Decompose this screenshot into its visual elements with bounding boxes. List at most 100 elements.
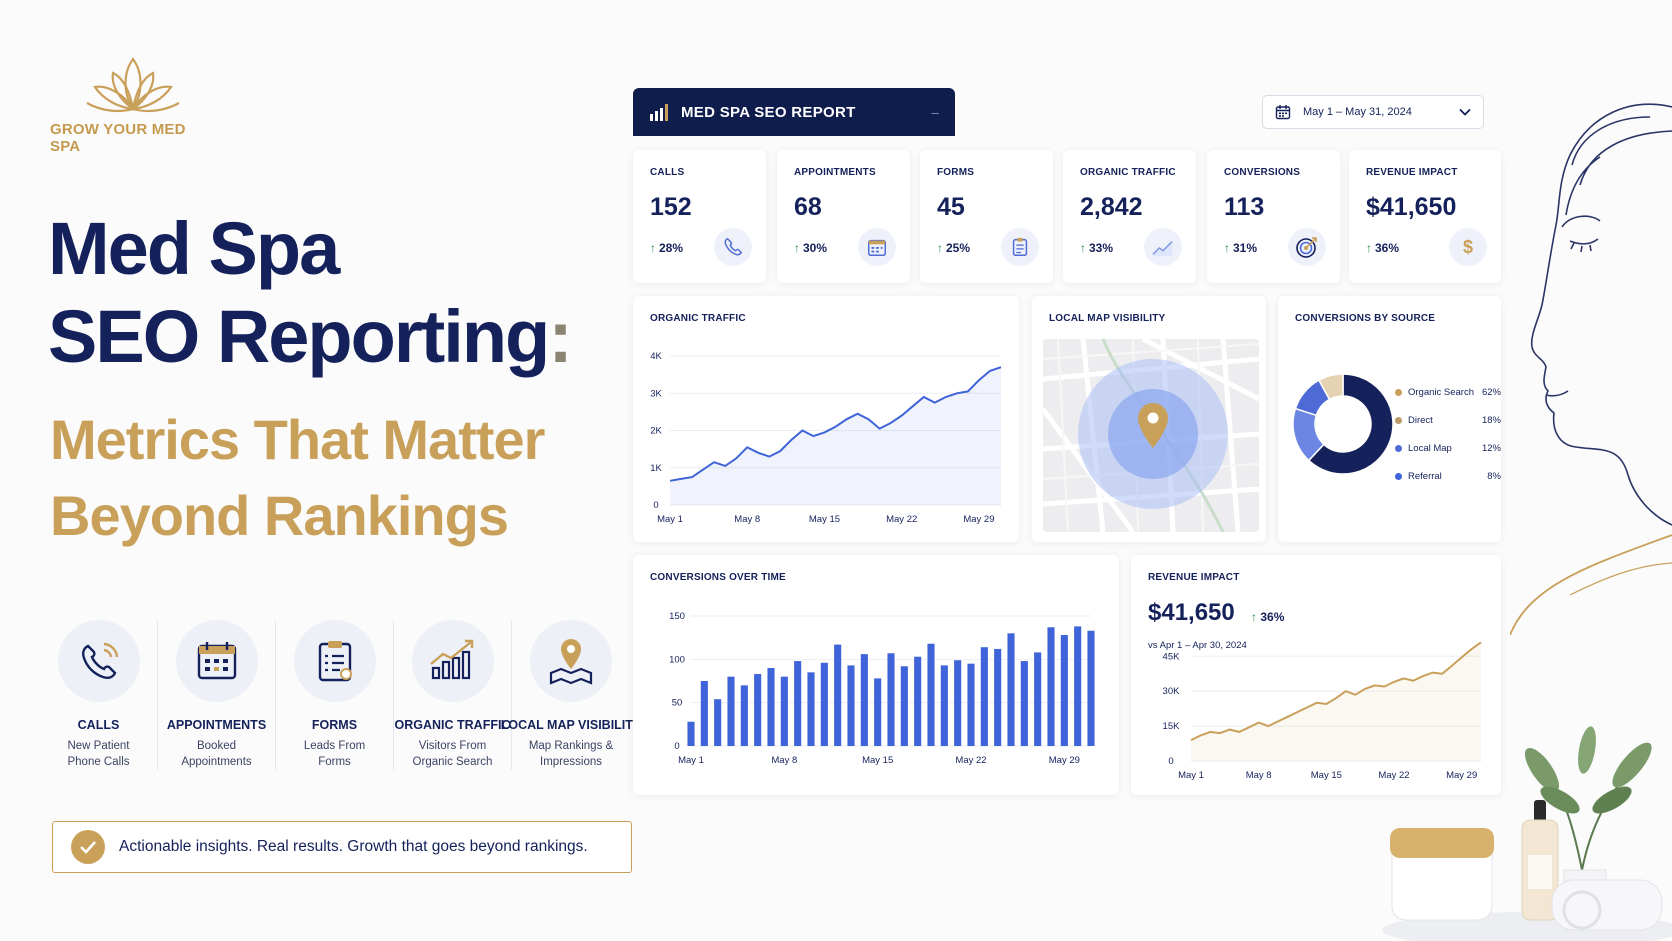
arrow-up-icon: ↑ — [650, 241, 656, 255]
area-fill — [1191, 642, 1481, 761]
map-pin-icon — [530, 620, 612, 702]
kpi-label: CALLS — [650, 167, 685, 178]
donut-slice — [1307, 373, 1394, 475]
kpi-value: 113 — [1224, 193, 1265, 221]
kpi-card-revenue: REVENUE IMPACT $41,650 ↑ 36% $ — [1349, 150, 1501, 283]
bar — [1074, 626, 1082, 746]
organic-traffic-chart: 0 1K 2K 3K 4K May 1 May 8 May 15 May 22 May 29 — [650, 351, 1002, 525]
y-tick-label: 0 — [1168, 756, 1173, 767]
bar — [794, 661, 802, 746]
brand-name: GROW YOUR MED SPA — [50, 121, 186, 155]
y-tick-label: 1K — [650, 463, 662, 474]
bar — [1087, 630, 1095, 746]
organic-traffic-card: ORGANIC TRAFFIC 0 1K 2K 3K 4K May 1 May 8 May 1… — [633, 296, 1019, 542]
svg-text:$: $ — [1463, 237, 1473, 257]
kpi-value: $41,650 — [1366, 193, 1457, 221]
arrow-up-icon: ↑ — [1251, 610, 1261, 624]
lotus-icon — [86, 57, 180, 113]
bar — [1007, 633, 1015, 746]
feature-title: ORGANIC TRAFFIC — [394, 718, 511, 732]
x-tick-label: May 15 — [1311, 770, 1342, 781]
bar-chart-icon — [650, 104, 668, 121]
donut-slice — [1317, 373, 1344, 401]
arrow-up-icon: ↑ — [1366, 241, 1372, 255]
x-tick-label: May 8 — [734, 514, 760, 525]
tagline-text: Actionable insights. Real results. Growt… — [119, 838, 588, 855]
donut-legend: Organic Search 62% Direct 18% Local Map 12%… — [1395, 378, 1501, 490]
bar — [834, 644, 842, 746]
kpi-card-appointments: APPOINTMENTS 68 ↑ 30% — [777, 150, 910, 283]
x-tick-label: May 1 — [678, 755, 704, 766]
kpi-label: APPOINTMENTS — [794, 167, 876, 178]
bar — [847, 665, 855, 746]
chart-title: CONVERSIONS OVER TIME — [650, 572, 786, 583]
bar — [994, 648, 1002, 746]
kpi-label: REVENUE IMPACT — [1366, 167, 1458, 178]
feature-list: CALLS New Patient Phone Calls APPOINTMENT… — [40, 620, 642, 770]
kpi-card-conversions: CONVERSIONS 113 ↑ 31% — [1207, 150, 1340, 283]
bar — [967, 663, 975, 746]
date-range-picker[interactable]: May 1 – May 31, 2024 — [1262, 95, 1484, 129]
y-tick-label: 45K — [1163, 651, 1181, 662]
growth-chart-icon — [411, 620, 494, 702]
bar — [860, 654, 868, 746]
checkmark-icon — [71, 830, 105, 864]
feature-forms: FORMS Leads From Forms — [276, 620, 394, 770]
feature-calls: CALLS New Patient Phone Calls — [40, 620, 158, 770]
target-icon — [1288, 228, 1326, 266]
conversions-by-source-card: CONVERSIONS BY SOURCE Organic Search 62% … — [1278, 296, 1501, 542]
area-fill — [670, 367, 1001, 505]
conversions-over-time-card: CONVERSIONS OVER TIME 0 50 100 150 May 1 May … — [633, 555, 1119, 795]
dashboard-header: MED SPA SEO REPORT – — [633, 88, 955, 136]
series-line — [1190, 641, 1482, 741]
legend-dot — [1395, 444, 1402, 452]
revenue-comparison: vs Apr 1 – Apr 30, 2024 — [1148, 640, 1247, 651]
title-line-2: SEO Reporting — [48, 295, 550, 378]
kpi-value: 152 — [650, 193, 692, 221]
bar — [954, 660, 962, 746]
page-title: Med Spa SEO Reporting: — [48, 205, 573, 381]
calendar-icon — [858, 228, 896, 266]
legend-dot — [1395, 416, 1402, 424]
minimize-button[interactable]: – — [931, 104, 939, 120]
bar — [740, 685, 748, 746]
feature-title: APPOINTMENTS — [166, 718, 267, 732]
arrow-up-icon: ↑ — [1080, 241, 1086, 255]
bar — [754, 674, 762, 746]
legend-dot — [1395, 472, 1402, 480]
bar — [980, 647, 988, 746]
bar — [1060, 635, 1068, 746]
clipboard-icon — [293, 620, 376, 702]
x-tick-label: May 15 — [862, 755, 893, 766]
conversions-bar-chart: 0 50 100 150 May 1 May 8 May 15 May 22 May 29 — [669, 611, 1095, 766]
dashboard-title: MED SPA SEO REPORT — [681, 103, 856, 121]
kpi-change: ↑ 33% — [1080, 241, 1114, 255]
local-map[interactable] — [1043, 339, 1259, 532]
revenue-impact-card: REVENUE IMPACT $41,650 ↑ 36% vs Apr 1 – … — [1131, 555, 1501, 795]
kpi-card-forms: FORMS 45 ↑ 25% — [920, 150, 1053, 283]
map-pin-icon — [1138, 403, 1168, 448]
arrow-up-icon: ↑ — [794, 241, 800, 255]
bar — [887, 653, 895, 746]
feature-appointments: APPOINTMENTS Booked Appointments — [158, 620, 276, 770]
subtitle-line-1: Metrics That Matter — [50, 408, 545, 471]
feature-title: LOCAL MAP VISIBILITY — [500, 718, 642, 732]
revenue-line-chart: 0 15K 30K 45K May 1 May 8 May 15 May 22 May 29 — [1163, 641, 1482, 781]
chart-title: CONVERSIONS BY SOURCE — [1295, 313, 1436, 324]
kpi-change: ↑ 28% — [650, 241, 684, 255]
face-line-art — [1510, 103, 1672, 635]
subtitle-line-2: Beyond Rankings — [50, 484, 509, 547]
x-tick-label: May 1 — [657, 514, 683, 525]
y-tick-label: 3K — [650, 388, 662, 399]
phone-icon — [57, 620, 140, 702]
page-subtitle: Metrics That Matter Beyond Rankings — [50, 402, 545, 554]
bar — [780, 676, 788, 746]
kpi-change: ↑ 25% — [937, 241, 971, 255]
series-line — [669, 366, 1002, 482]
kpi-change: ↑ 30% — [794, 241, 828, 255]
local-map-card: LOCAL MAP VISIBILITY — [1032, 296, 1266, 542]
bar — [874, 678, 882, 746]
legend-item: Referral 8% — [1395, 462, 1501, 490]
feature-title: FORMS — [311, 718, 358, 732]
y-tick-label: 15K — [1163, 721, 1181, 732]
